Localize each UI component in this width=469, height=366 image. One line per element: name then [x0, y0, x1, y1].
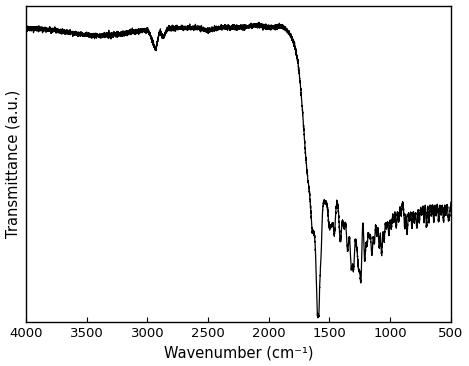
Y-axis label: Transmittance (a.u.): Transmittance (a.u.)	[6, 90, 21, 238]
X-axis label: Wavenumber (cm⁻¹): Wavenumber (cm⁻¹)	[164, 346, 313, 361]
